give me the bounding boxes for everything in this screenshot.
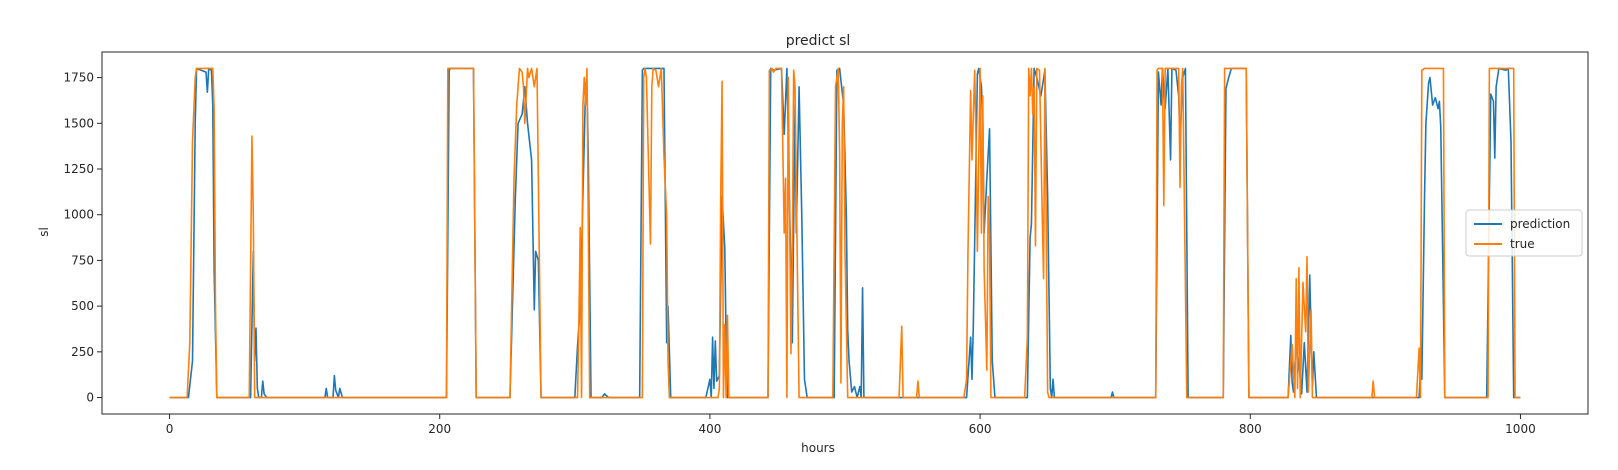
y-axis: 0 250 500 750 1000 1250 1500 1750 xyxy=(63,71,102,405)
legend-label-true: true xyxy=(1510,237,1535,251)
plot-frame xyxy=(101,51,1589,415)
legend-label-prediction: prediction xyxy=(1510,217,1570,231)
y-tick-label: 1750 xyxy=(63,71,94,85)
legend: prediction true xyxy=(1465,209,1583,257)
x-tick-label: 0 xyxy=(166,422,174,436)
x-axis-label: hours xyxy=(801,441,835,455)
x-tick-label: 400 xyxy=(698,422,721,436)
plot-area xyxy=(101,51,1589,415)
y-tick-label: 250 xyxy=(71,345,94,359)
y-axis-label: sl xyxy=(37,227,51,237)
y-tick-label: 750 xyxy=(71,253,94,267)
y-tick-label: 0 xyxy=(86,391,94,405)
x-tick-label: 1000 xyxy=(1505,422,1536,436)
y-tick-label: 1500 xyxy=(63,116,94,130)
series-line-true xyxy=(169,67,1521,399)
chart-title: predict sl xyxy=(786,33,851,49)
x-axis: 0 200 400 600 800 1000 xyxy=(166,414,1536,436)
y-tick-label: 500 xyxy=(71,299,94,313)
x-tick-label: 800 xyxy=(1239,422,1262,436)
y-tick-label: 1250 xyxy=(63,162,94,176)
y-tick-label: 1000 xyxy=(63,208,94,222)
x-tick-label: 200 xyxy=(428,422,451,436)
x-tick-label: 600 xyxy=(969,422,992,436)
